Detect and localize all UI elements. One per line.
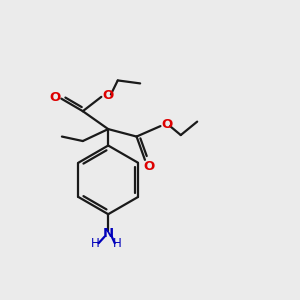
Text: H: H	[113, 237, 122, 250]
Text: O: O	[143, 160, 154, 173]
Text: H: H	[91, 237, 100, 250]
Text: N: N	[103, 227, 114, 240]
Text: O: O	[162, 118, 173, 131]
Text: O: O	[49, 91, 60, 103]
Text: O: O	[103, 89, 114, 102]
